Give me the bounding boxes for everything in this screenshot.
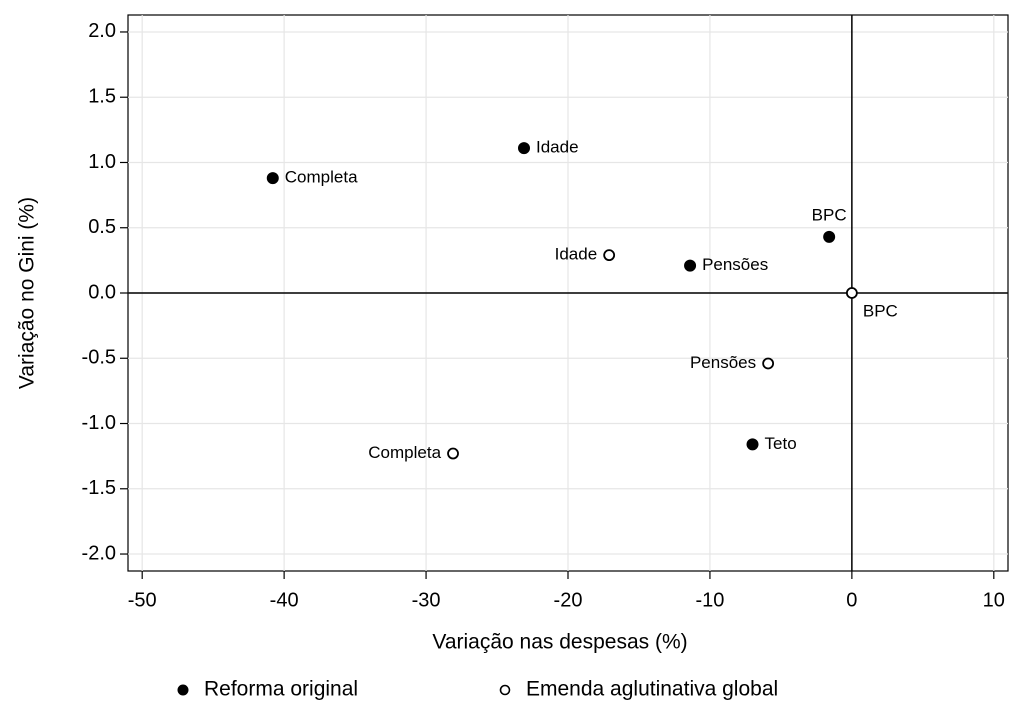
point-label: Completa — [285, 168, 358, 187]
grid — [128, 15, 1008, 571]
x-tick-label: 0 — [846, 589, 857, 611]
y-tick-label: 1.0 — [88, 151, 116, 173]
legend-label: Emenda aglutinativa global — [526, 678, 778, 701]
y-tick-label: -0.5 — [82, 347, 116, 369]
x-tick-label: -50 — [128, 589, 157, 611]
point-label: Teto — [765, 434, 797, 453]
y-tick-label: 2.0 — [88, 20, 116, 42]
y-tick-label: 0.0 — [88, 281, 116, 303]
point — [845, 287, 858, 299]
point — [447, 447, 459, 460]
y-tick-label: -2.0 — [82, 542, 116, 564]
point-label: Idade — [536, 138, 579, 157]
marks: Completa Idade BPC Pensões Teto Completa Idade… — [266, 138, 898, 462]
point-label: Idade — [555, 245, 598, 264]
point-label: BPC — [863, 301, 898, 320]
point — [518, 142, 530, 155]
x-tick-label: -30 — [412, 589, 441, 611]
point-label: Pensões — [690, 353, 756, 372]
point-label: Pensões — [702, 255, 768, 274]
legend-marker — [499, 684, 511, 696]
y-tick-label: 0.5 — [88, 216, 116, 238]
point-label: BPC — [812, 205, 847, 224]
point — [762, 357, 775, 370]
legend-label: Reforma original — [204, 678, 358, 701]
y-tick-label: -1.5 — [82, 477, 116, 499]
point — [266, 172, 279, 185]
y-tick-label: 1.5 — [88, 86, 116, 108]
x-tick-label: 10 — [983, 589, 1005, 611]
x-tick-label: -40 — [270, 589, 299, 611]
y-tick-label: -1.0 — [82, 412, 116, 434]
point — [603, 249, 616, 262]
y-axis-title: Variação no Gini (%) — [16, 197, 39, 389]
point — [823, 230, 836, 243]
x-axis-title: Variação nas despesas (%) — [432, 631, 687, 654]
x-tick-label: -10 — [695, 589, 724, 611]
point — [746, 438, 759, 451]
x-tick-label: -20 — [554, 589, 583, 611]
legend-marker — [177, 684, 189, 696]
point-label: Completa — [368, 443, 441, 462]
point — [684, 259, 697, 272]
